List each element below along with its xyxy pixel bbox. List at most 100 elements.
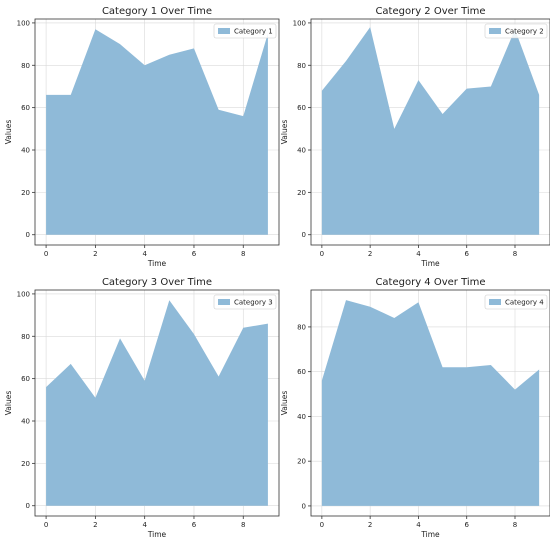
data-point <box>321 379 323 381</box>
y-tick-label: 80 <box>297 62 306 70</box>
legend-label: Category 4 <box>505 299 544 307</box>
data-point <box>143 64 145 66</box>
y-tick-label: 20 <box>297 189 306 197</box>
legend-swatch <box>489 299 501 305</box>
x-tick-label: 4 <box>142 250 147 258</box>
chart-title: Category 3 Over Time <box>102 277 212 288</box>
y-tick-label: 0 <box>26 502 30 510</box>
x-axis-label: Time <box>147 259 167 268</box>
data-point <box>393 317 395 319</box>
x-tick-label: 2 <box>368 521 372 529</box>
data-point <box>45 386 47 388</box>
area-series-1 <box>321 300 540 506</box>
chart-title: Category 1 Over Time <box>102 6 212 17</box>
area-series-1 <box>46 29 268 235</box>
data-point <box>168 299 170 301</box>
legend: Category 4 <box>484 294 548 310</box>
data-point <box>417 301 419 303</box>
data-point <box>168 53 170 55</box>
y-axis-label: Values <box>280 391 289 416</box>
data-point <box>466 87 468 89</box>
y-axis-label: Values <box>280 120 289 145</box>
y-tick-label: 80 <box>21 333 30 341</box>
chart-title: Category 4 Over Time <box>375 277 485 288</box>
y-tick-label: 60 <box>21 375 30 383</box>
legend-label: Category 2 <box>505 28 544 36</box>
data-point <box>119 337 121 339</box>
legend: Category 2 <box>484 23 548 39</box>
x-tick-label: 4 <box>142 521 147 529</box>
x-tick-label: 2 <box>93 250 97 258</box>
data-point <box>369 26 371 28</box>
data-point <box>94 397 96 399</box>
y-tick-label: 60 <box>21 104 30 112</box>
data-point <box>490 364 492 366</box>
x-tick-label: 8 <box>241 250 245 258</box>
legend-swatch <box>218 28 230 34</box>
y-axis-label: Values <box>4 391 13 416</box>
data-point <box>267 322 269 324</box>
y-tick-label: 80 <box>21 62 30 70</box>
legend-box <box>213 294 277 310</box>
legend-box <box>213 23 277 39</box>
data-point <box>538 94 540 96</box>
legend-swatch <box>218 299 230 305</box>
plot-frame <box>34 289 280 517</box>
x-tick-label: 0 <box>320 521 324 529</box>
x-tick-label: 6 <box>464 521 469 529</box>
x-axis-label: Time <box>420 530 440 537</box>
y-tick-label: 100 <box>17 19 30 27</box>
data-point <box>70 94 72 96</box>
x-tick-label: 6 <box>464 250 469 258</box>
legend-box <box>484 294 548 310</box>
area-series-1 <box>46 300 268 506</box>
x-tick-label: 0 <box>320 250 324 258</box>
data-point <box>242 327 244 329</box>
y-tick-label: 0 <box>302 502 306 510</box>
data-point <box>193 333 195 335</box>
x-tick-label: 8 <box>513 250 517 258</box>
x-tick-label: 8 <box>513 521 517 529</box>
x-tick-label: 0 <box>44 521 48 529</box>
data-point <box>94 28 96 30</box>
data-point <box>193 47 195 49</box>
data-point <box>345 60 347 62</box>
y-tick-label: 20 <box>21 189 30 197</box>
y-tick-label: 20 <box>297 458 306 466</box>
data-point <box>217 375 219 377</box>
chart-title: Category 2 Over Time <box>375 6 485 17</box>
x-tick-label: 2 <box>93 521 97 529</box>
data-point <box>242 115 244 117</box>
plot-frame <box>310 289 550 517</box>
plot-frame <box>34 18 280 246</box>
data-point <box>369 306 371 308</box>
y-tick-label: 0 <box>26 231 30 239</box>
data-point <box>514 388 516 390</box>
x-tick-label: 6 <box>192 521 197 529</box>
y-tick-label: 40 <box>297 413 306 421</box>
y-tick-label: 60 <box>297 368 306 376</box>
data-point <box>441 366 443 368</box>
x-axis-label: Time <box>147 530 167 537</box>
data-point <box>45 94 47 96</box>
data-point <box>490 85 492 87</box>
legend: Category 1 <box>213 23 277 39</box>
legend-label: Category 3 <box>234 299 273 307</box>
x-axis-label: Time <box>420 259 440 268</box>
y-tick-label: 40 <box>297 147 306 155</box>
data-point <box>119 43 121 45</box>
x-tick-label: 8 <box>241 521 245 529</box>
data-point <box>441 113 443 115</box>
y-tick-label: 100 <box>17 290 30 298</box>
legend-box <box>484 23 548 39</box>
data-point <box>466 366 468 368</box>
data-point <box>345 299 347 301</box>
x-tick-label: 6 <box>192 250 197 258</box>
x-tick-label: 4 <box>416 250 421 258</box>
legend: Category 3 <box>213 294 277 310</box>
